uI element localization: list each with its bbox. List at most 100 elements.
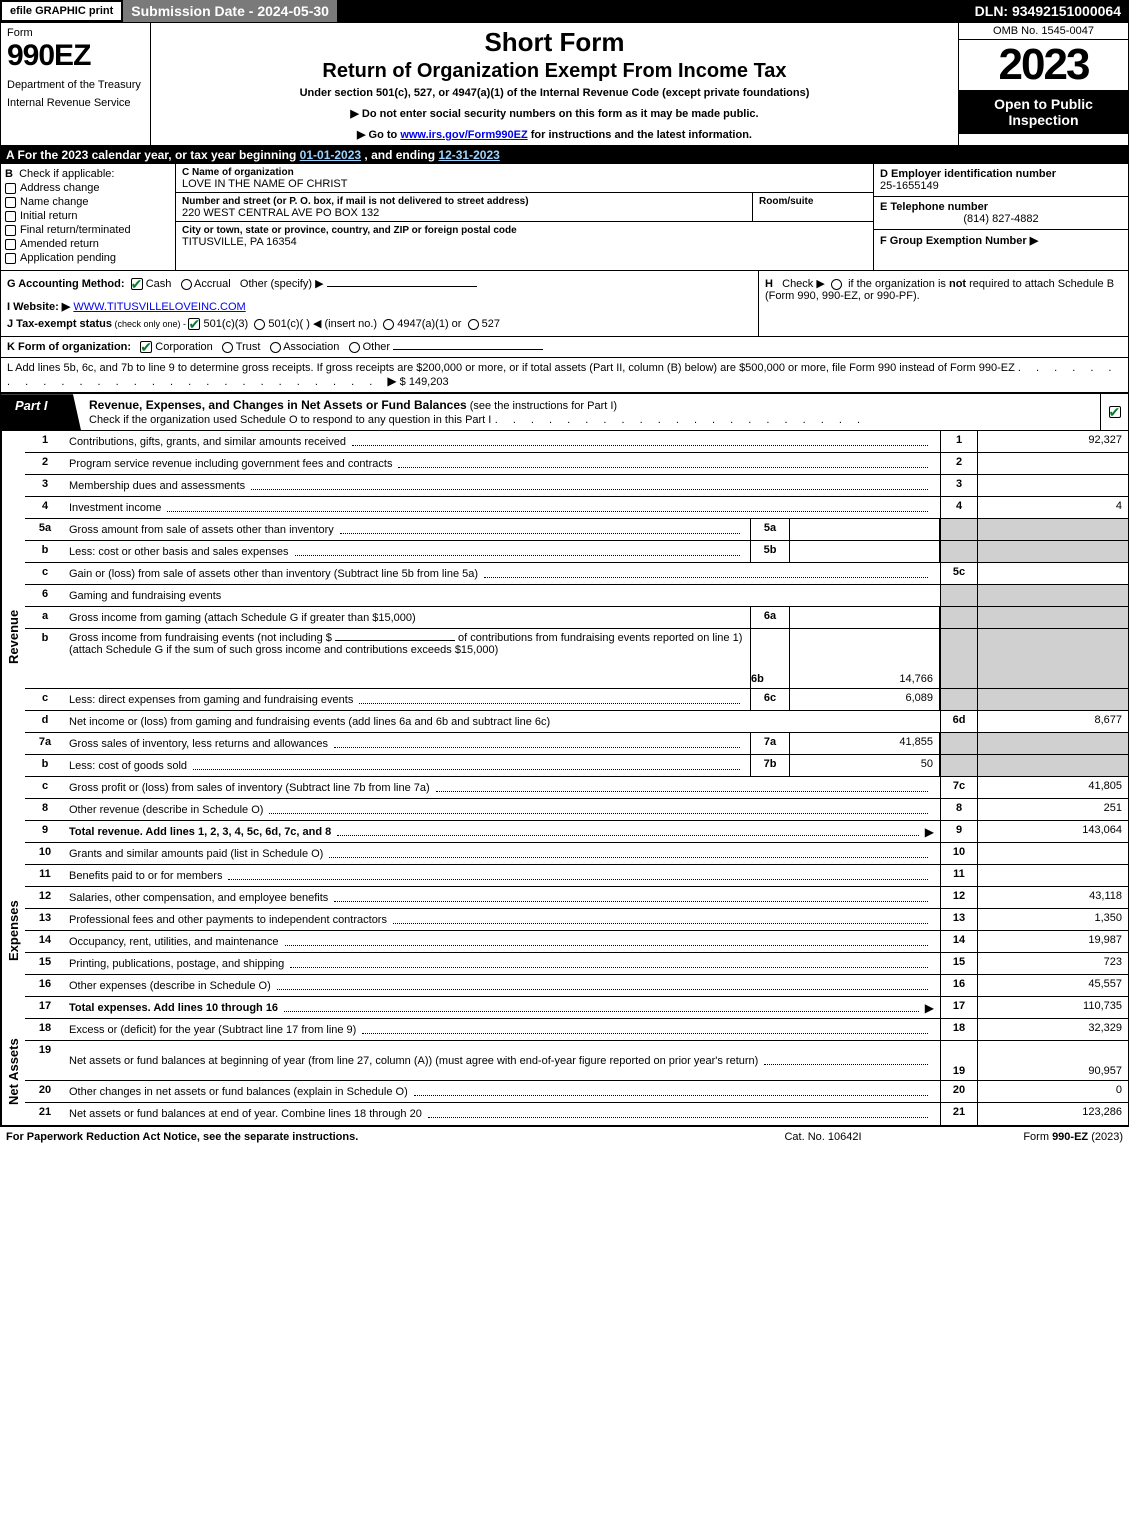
city-label: City or town, state or province, country… xyxy=(182,225,517,236)
amount-shade xyxy=(978,585,1128,606)
efile-label[interactable]: efile GRAPHIC print xyxy=(0,0,123,22)
line-a-mid: , and ending xyxy=(364,148,438,162)
row-9: 9 Total revenue. Add lines 1, 2, 3, 4, 5… xyxy=(25,821,1128,843)
chk-not-required[interactable] xyxy=(831,279,842,290)
mini-label: 6b xyxy=(750,629,790,688)
row-desc: Other changes in net assets or fund bala… xyxy=(65,1081,940,1102)
form-number: 990EZ xyxy=(7,39,144,73)
row-7b: b Less: cost of goods sold 7b 50 xyxy=(25,755,1128,777)
chk-501c3[interactable] xyxy=(188,318,200,330)
desc-text: Net income or (loss) from gaming and fun… xyxy=(69,716,550,728)
cash-label: Cash xyxy=(146,278,172,290)
chk-application-pending[interactable]: Application pending xyxy=(5,252,171,264)
line-num: 11 xyxy=(940,865,978,886)
row-num: b xyxy=(25,629,65,688)
amount: 4 xyxy=(978,497,1128,518)
chk-cash[interactable] xyxy=(131,278,143,290)
e-label: E Telephone number xyxy=(880,201,988,213)
amount: 123,286 xyxy=(978,1103,1128,1125)
dept-irs: Internal Revenue Service xyxy=(7,97,144,109)
mini-value: 41,855 xyxy=(790,733,940,754)
net-assets-section: Net Assets 18 Excess or (deficit) for th… xyxy=(0,1019,1129,1126)
row-num: 3 xyxy=(25,475,65,496)
chk-501c[interactable] xyxy=(254,319,265,330)
chk-name-change[interactable]: Name change xyxy=(5,196,171,208)
open-to-public: Open to Public Inspection xyxy=(959,90,1128,134)
chk-other-org[interactable] xyxy=(349,342,360,353)
revenue-section: Revenue 1 Contributions, gifts, grants, … xyxy=(0,431,1129,843)
line-num-shade xyxy=(940,755,978,776)
row-3: 3 Membership dues and assessments 3 xyxy=(25,475,1128,497)
checkbox-icon xyxy=(5,183,16,194)
row-desc: Gain or (loss) from sale of assets other… xyxy=(65,563,940,584)
desc-text: Gross amount from sale of assets other t… xyxy=(69,524,334,536)
contrib-amount-input[interactable] xyxy=(335,640,455,641)
chk-corporation[interactable] xyxy=(140,341,152,353)
row-num: 1 xyxy=(25,431,65,452)
section-g-left: G Accounting Method: Cash Accrual Other … xyxy=(1,271,758,336)
mini-value xyxy=(790,519,940,540)
mini-label: 6c xyxy=(750,689,790,710)
chk-trust[interactable] xyxy=(222,342,233,353)
tax-year-begin[interactable]: 01-01-2023 xyxy=(300,148,361,162)
arrow-icon: ▶ xyxy=(925,1001,934,1015)
row-num: 13 xyxy=(25,909,65,930)
section-b: B Check if applicable: Address change Na… xyxy=(1,164,176,270)
chk-schedule-o[interactable] xyxy=(1109,406,1121,418)
desc-text: Gross income from gaming (attach Schedul… xyxy=(69,612,416,624)
website-link[interactable]: WWW.TITUSVILLELOVEINC.COM xyxy=(73,301,245,313)
row-6c: c Less: direct expenses from gaming and … xyxy=(25,689,1128,711)
other-specify-input[interactable] xyxy=(327,286,477,287)
desc-text: Benefits paid to or for members xyxy=(69,870,222,882)
chk-amended-return[interactable]: Amended return xyxy=(5,238,171,250)
row-desc: Membership dues and assessments xyxy=(65,475,940,496)
chk-association[interactable] xyxy=(270,342,281,353)
mini-value: 6,089 xyxy=(790,689,940,710)
mini-value xyxy=(790,541,940,562)
line-l: L Add lines 5b, 6c, and 7b to line 9 to … xyxy=(0,358,1129,393)
chk-527[interactable] xyxy=(468,319,479,330)
chk-address-change[interactable]: Address change xyxy=(5,182,171,194)
other-org-input[interactable] xyxy=(393,349,543,350)
amount xyxy=(978,453,1128,474)
amount: 32,329 xyxy=(978,1019,1128,1040)
mini-label: 6a xyxy=(750,607,790,628)
line-l-text: L Add lines 5b, 6c, and 7b to line 9 to … xyxy=(7,362,1015,374)
line-num: 8 xyxy=(940,799,978,820)
row-4: 4 Investment income 4 4 xyxy=(25,497,1128,519)
tax-year-end[interactable]: 12-31-2023 xyxy=(438,148,499,162)
row-num: 20 xyxy=(25,1081,65,1102)
desc-text-1: Gross income from fundraising events (no… xyxy=(69,632,332,644)
chk-4947[interactable] xyxy=(383,319,394,330)
row-num: 4 xyxy=(25,497,65,518)
mini-label: 5b xyxy=(750,541,790,562)
row-num: b xyxy=(25,541,65,562)
desc-text: Net assets or fund balances at beginning… xyxy=(69,1055,758,1067)
group-exemption-cell: F Group Exemption Number ▶ xyxy=(874,230,1128,251)
city-cell: City or town, state or province, country… xyxy=(176,222,873,250)
chk-accrual[interactable] xyxy=(181,279,192,290)
goto-pre: ▶ Go to xyxy=(357,129,400,141)
page-footer: For Paperwork Reduction Act Notice, see … xyxy=(0,1126,1129,1147)
arrow-icon: ▶ xyxy=(387,374,396,388)
note-ssn: ▶ Do not enter social security numbers o… xyxy=(159,107,950,120)
desc-text: Less: cost or other basis and sales expe… xyxy=(69,546,289,558)
section-bcdef: B Check if applicable: Address change Na… xyxy=(0,164,1129,271)
line-num-shade xyxy=(940,541,978,562)
desc-text: Printing, publications, postage, and shi… xyxy=(69,958,284,970)
row-6: 6 Gaming and fundraising events xyxy=(25,585,1128,607)
desc-text: Salaries, other compensation, and employ… xyxy=(69,892,328,904)
row-desc: Gaming and fundraising events xyxy=(65,585,940,606)
desc-text: Occupancy, rent, utilities, and maintena… xyxy=(69,936,279,948)
checkbox-icon xyxy=(5,253,16,264)
irs-link[interactable]: www.irs.gov/Form990EZ xyxy=(400,129,527,141)
desc-text: Other expenses (describe in Schedule O) xyxy=(69,980,271,992)
chk-final-return[interactable]: Final return/terminated xyxy=(5,224,171,236)
section-gh: G Accounting Method: Cash Accrual Other … xyxy=(0,271,1129,337)
mini-value: 14,766 xyxy=(790,629,940,688)
line-num: 14 xyxy=(940,931,978,952)
chk-initial-return[interactable]: Initial return xyxy=(5,210,171,222)
other-label: Other (specify) ▶ xyxy=(240,278,324,290)
chk-label: Initial return xyxy=(20,210,77,222)
j-label: J Tax-exempt status xyxy=(7,318,112,330)
